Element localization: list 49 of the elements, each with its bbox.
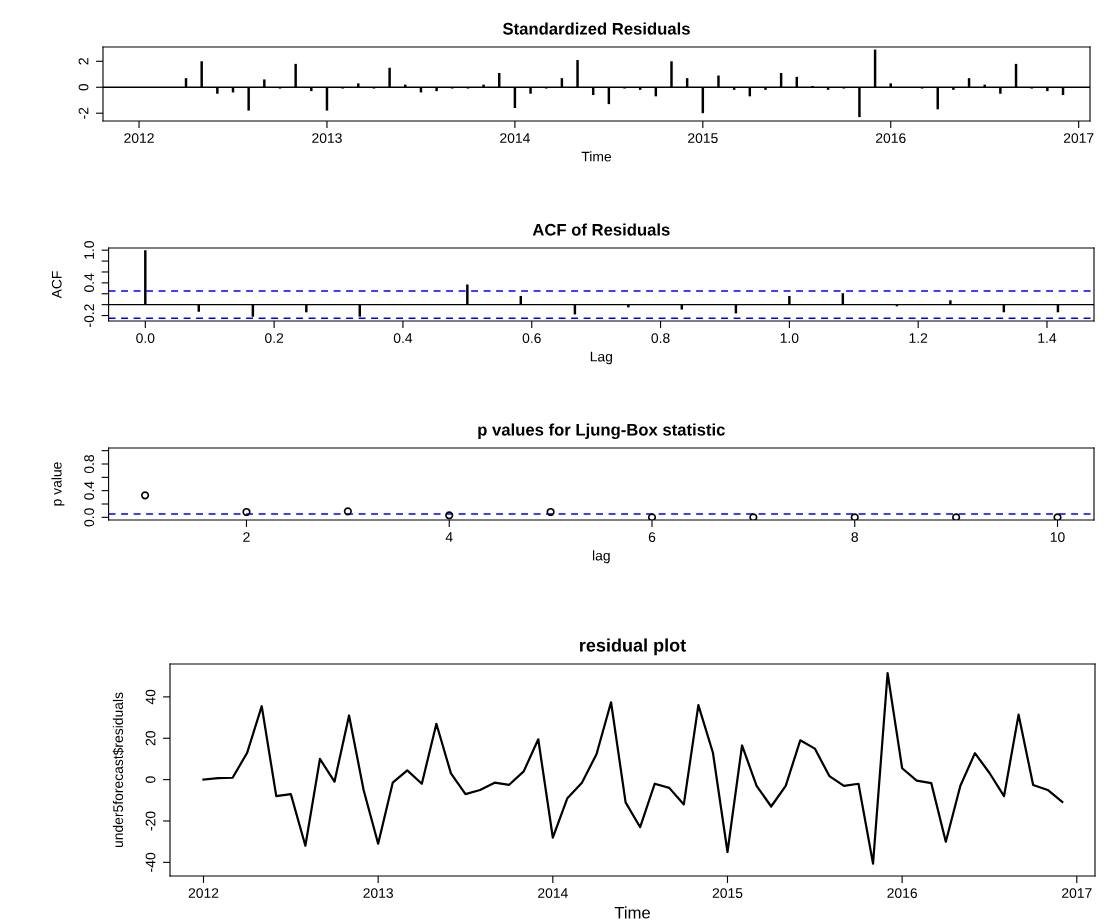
y-tick-label: 40 [145, 689, 156, 705]
x-tick-label: 1.0 [780, 333, 799, 344]
x-tick-label: 2015 [712, 888, 743, 899]
y-axis-title: p value [51, 462, 65, 506]
y-axis-title: under5forecast$residuals [112, 692, 124, 848]
y-tick-label: 0.4 [84, 481, 95, 500]
y-tick-label: 0.0 [84, 508, 95, 527]
x-axis-title: Time [581, 151, 612, 162]
y-tick-label: -40 [145, 852, 156, 872]
y-tick-label: 1.0 [84, 241, 95, 259]
x-tick-label: 2012 [124, 133, 154, 144]
y-tick-label: -2 [78, 107, 89, 119]
y-axis-title: ACF [51, 271, 62, 299]
x-tick-label: 0.2 [265, 333, 284, 344]
y-tick-label: 0.4 [84, 273, 95, 292]
y-tick-label: 2 [78, 58, 89, 65]
chart-title: p values for Ljung-Box statistic [478, 423, 725, 440]
x-tick-label: 10 [1050, 532, 1065, 543]
x-tick-label: 0.6 [522, 333, 541, 344]
y-tick-label: 0 [78, 83, 89, 91]
x-tick-label: 2015 [688, 133, 718, 144]
x-tick-label: 0.4 [393, 333, 413, 344]
x-axis-title: Lag [590, 351, 612, 365]
x-tick-label: 4 [445, 532, 453, 542]
y-tick-label: -20 [145, 811, 156, 831]
y-tick-label: -0.2 [84, 304, 95, 327]
x-tick-label: 1.2 [909, 333, 928, 343]
x-tick-label: 2013 [363, 888, 393, 899]
x-tick-label: 1.4 [1038, 333, 1057, 343]
y-tick-label: 20 [145, 731, 156, 746]
x-tick-label: 2013 [312, 133, 342, 144]
chart-title: residual plot [580, 638, 686, 656]
x-tick-label: 2016 [887, 888, 917, 899]
chart-title: ACF of Residuals [532, 223, 670, 236]
x-tick-label: 6 [648, 532, 656, 543]
chart-title: Standardized Residuals [502, 22, 690, 35]
x-tick-label: 2016 [876, 133, 906, 144]
x-tick-label: 2017 [1062, 888, 1092, 899]
y-tick-label: 0 [145, 776, 156, 783]
x-tick-label: 8 [851, 532, 859, 543]
x-tick-label: 2014 [538, 888, 568, 899]
x-tick-label: 2017 [1063, 133, 1094, 144]
x-tick-label: 2014 [500, 133, 530, 144]
y-tick-label: 0.8 [84, 454, 95, 474]
x-axis-title: Time [614, 906, 650, 919]
x-axis-title: lag [592, 550, 610, 564]
x-tick-label: 2 [243, 532, 250, 542]
x-tick-label: 2012 [188, 888, 219, 899]
x-tick-label: 0.8 [651, 333, 670, 344]
